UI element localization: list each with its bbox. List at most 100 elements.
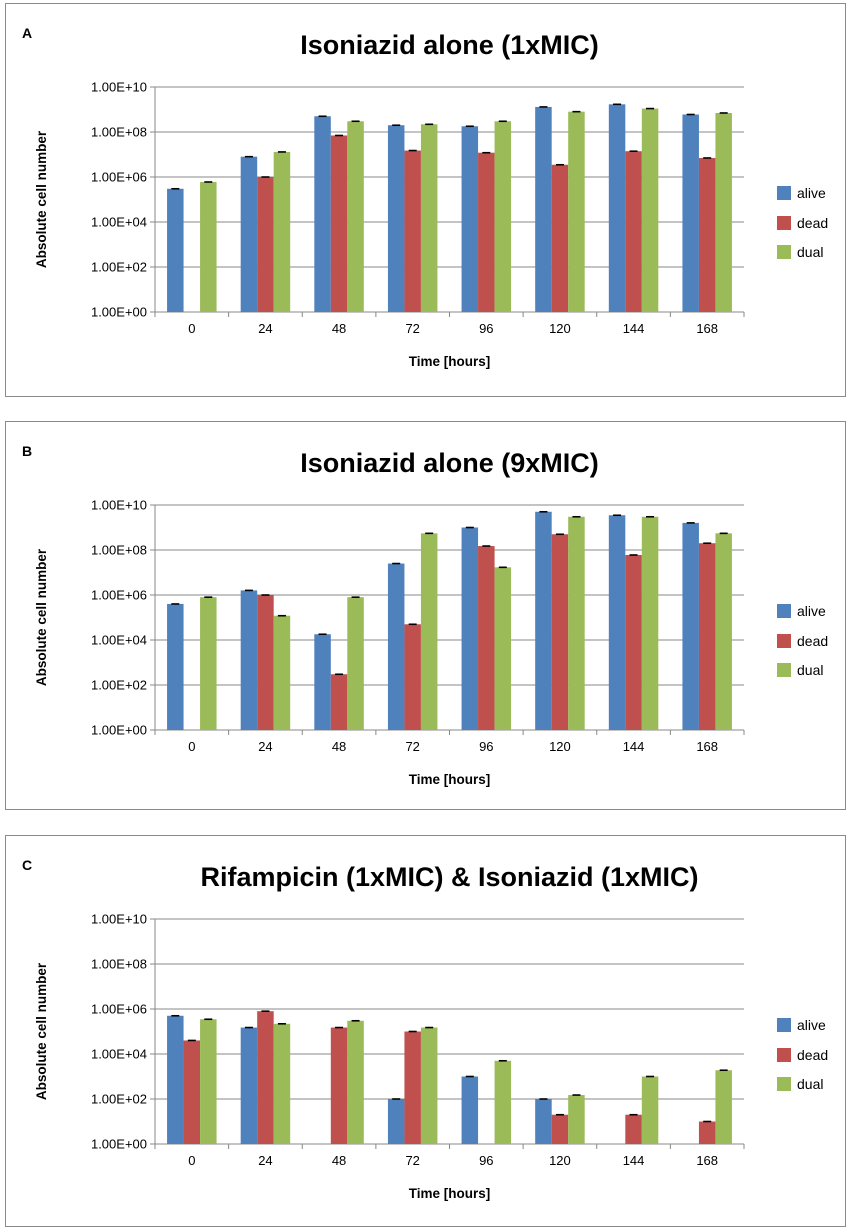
bar-dual-120 — [568, 111, 585, 312]
bar-dead-96 — [478, 152, 495, 312]
bar-alive-120 — [535, 106, 552, 312]
x-axis-label: Time [hours] — [409, 354, 491, 369]
bar-dual-144 — [641, 516, 659, 730]
x-tick-label: 144 — [623, 1153, 645, 1168]
legend-swatch-dual — [777, 245, 791, 259]
x-tick-label: 120 — [549, 1153, 571, 1168]
x-tick-label: 96 — [479, 1153, 493, 1168]
bar-dual-96 — [494, 121, 512, 312]
legend-swatch-alive — [777, 1018, 791, 1032]
bar-dual-0 — [200, 1019, 217, 1144]
panel-label: B — [22, 443, 32, 459]
x-tick-label: 72 — [405, 739, 419, 754]
bar-alive-48 — [314, 634, 331, 730]
bar-dead-144 — [625, 554, 642, 730]
y-tick-label: 1.00E+08 — [91, 125, 147, 140]
bar-dead-120 — [551, 1114, 569, 1144]
legend-label-alive: alive — [797, 185, 826, 201]
y-tick-label: 1.00E+06 — [91, 588, 147, 603]
y-tick-label: 1.00E+04 — [91, 633, 147, 648]
legend-swatch-dead — [777, 634, 791, 648]
bar-dead-48 — [330, 674, 348, 730]
legend-swatch-alive — [777, 186, 791, 200]
y-tick-label: 1.00E+04 — [91, 215, 147, 230]
bar-alive-72 — [387, 125, 405, 312]
legend-swatch-dual — [777, 1077, 791, 1091]
bar-dead-72 — [404, 150, 421, 312]
bar-dual-72 — [420, 124, 438, 312]
chart-svg-b: B Isoniazid alone (9xMIC) 1.00E+00 1.00E+02… — [22, 443, 828, 787]
x-tick-label: 96 — [479, 739, 493, 754]
bar-dead-72 — [404, 1031, 421, 1144]
legend-label-dead: dead — [797, 1047, 828, 1063]
bar-dead-144 — [625, 1114, 642, 1144]
bar-alive-0 — [167, 1015, 184, 1144]
bar-alive-168 — [682, 522, 699, 730]
bar-alive-96 — [461, 126, 479, 312]
legend-swatch-dual — [777, 663, 791, 677]
bar-dead-168 — [698, 157, 716, 312]
y-axis-label: Absolute cell number — [34, 962, 49, 1100]
chart-title: Isoniazid alone (9xMIC) — [300, 448, 599, 478]
legend-label-alive: alive — [797, 603, 826, 619]
x-tick-label: 96 — [479, 321, 493, 336]
y-axis-label: Absolute cell number — [34, 548, 49, 686]
bar-alive-96 — [461, 1076, 479, 1144]
x-tick-label: 144 — [623, 321, 645, 336]
x-tick-label: 0 — [188, 321, 195, 336]
bar-alive-96 — [461, 527, 479, 730]
y-tick-label: 1.00E+08 — [91, 543, 147, 558]
y-tick-label: 1.00E+02 — [91, 1092, 147, 1107]
bar-dual-48 — [347, 1020, 364, 1144]
bar-dual-168 — [715, 1070, 732, 1144]
bar-dead-72 — [404, 624, 421, 730]
bar-dead-24 — [257, 177, 274, 312]
bar-alive-72 — [387, 563, 405, 730]
bar-alive-168 — [682, 114, 699, 312]
legend-label-alive: alive — [797, 1017, 826, 1033]
legend-swatch-dead — [777, 216, 791, 230]
bar-alive-72 — [387, 1099, 405, 1144]
bar-dead-48 — [330, 1027, 348, 1144]
chart-title: Isoniazid alone (1xMIC) — [300, 30, 599, 60]
bar-dual-144 — [641, 1076, 659, 1144]
bar-dual-0 — [200, 597, 217, 730]
legend-label-dead: dead — [797, 215, 828, 231]
bar-dual-120 — [568, 516, 585, 730]
y-tick-label: 1.00E+04 — [91, 1047, 147, 1062]
x-tick-label: 24 — [258, 321, 272, 336]
bar-dead-24 — [257, 1011, 274, 1144]
panel-label: C — [22, 857, 32, 873]
bar-dead-120 — [551, 164, 569, 312]
bar-alive-120 — [535, 511, 552, 730]
bar-dead-120 — [551, 534, 569, 730]
legend-label-dual: dual — [797, 1076, 823, 1092]
bar-dual-120 — [568, 1095, 585, 1144]
x-tick-label: 24 — [258, 739, 272, 754]
x-tick-label: 120 — [549, 739, 571, 754]
legend-label-dual: dual — [797, 244, 823, 260]
x-tick-label: 72 — [405, 321, 419, 336]
x-tick-label: 48 — [332, 739, 346, 754]
bar-alive-24 — [240, 1027, 258, 1144]
x-tick-label: 144 — [623, 739, 645, 754]
y-tick-label: 1.00E+02 — [91, 260, 147, 275]
x-tick-label: 120 — [549, 321, 571, 336]
bar-alive-120 — [535, 1099, 552, 1144]
bar-dead-96 — [478, 546, 495, 730]
legend-swatch-dead — [777, 1048, 791, 1062]
chart-svg-c: C Rifampicin (1xMIC) & Isoniazid (1xMIC) 1… — [22, 857, 828, 1201]
x-tick-label: 72 — [405, 1153, 419, 1168]
bar-dual-24 — [273, 1023, 291, 1144]
chart-panel-b: B Isoniazid alone (9xMIC) 1.00E+00 1.00E+02… — [5, 421, 846, 810]
x-tick-label: 168 — [696, 1153, 718, 1168]
bar-dual-96 — [494, 567, 512, 730]
chart-panel-c: C Rifampicin (1xMIC) & Isoniazid (1xMIC) 1… — [5, 835, 846, 1227]
bar-dead-0 — [183, 1040, 201, 1144]
y-tick-label: 1.00E+10 — [91, 80, 147, 95]
x-tick-label: 0 — [188, 739, 195, 754]
bar-dead-168 — [698, 543, 716, 730]
y-tick-label: 1.00E+10 — [91, 912, 147, 927]
bar-dual-48 — [347, 597, 364, 730]
bar-dual-24 — [273, 151, 291, 312]
